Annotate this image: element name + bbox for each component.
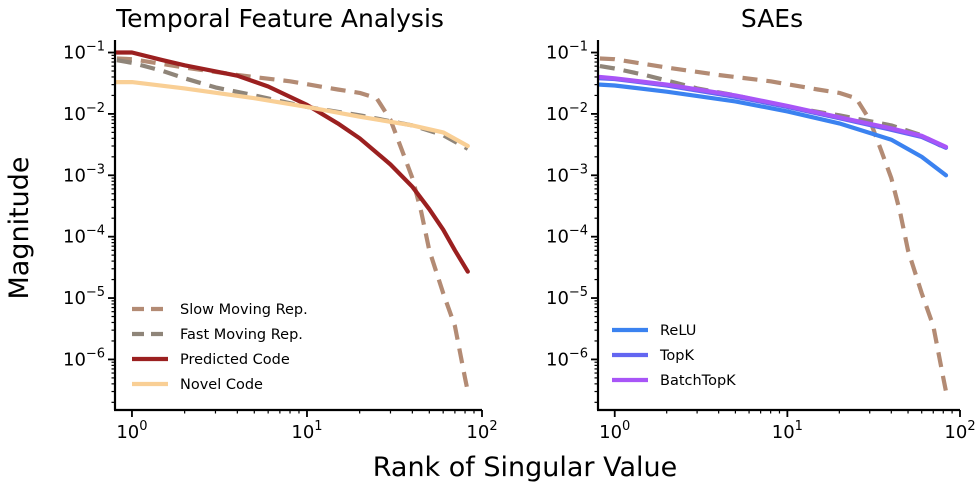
y-tick-label: 10−5 <box>63 285 105 309</box>
y-tick-label: 10−6 <box>546 346 588 370</box>
y-tick-label: 10−4 <box>63 224 105 248</box>
y-tick-exponent: −4 <box>86 224 105 239</box>
series-line-relu <box>597 82 949 178</box>
legend: ReLU TopK BatchTopK <box>612 323 736 389</box>
y-tick-label: 10−6 <box>63 346 105 370</box>
plot-area <box>597 56 949 392</box>
x-tick-exponent: 1 <box>314 419 322 434</box>
x-tick-label: 102 <box>466 419 497 443</box>
legend-label: BatchTopK <box>660 373 736 389</box>
chart-title: Temporal Feature Analysis <box>115 4 444 33</box>
y-axis-label: Magnitude <box>4 156 35 299</box>
legend-label: Predicted Code <box>180 352 290 368</box>
y-tick-exponent: −3 <box>569 162 588 177</box>
legend-label: ReLU <box>660 323 696 339</box>
x-tick-label: 102 <box>944 419 975 443</box>
series-line-fast-moving-rep <box>599 64 948 151</box>
legend-label: Novel Code <box>180 377 263 393</box>
x-tick-exponent: 1 <box>795 419 803 434</box>
x-tick-exponent: 2 <box>489 419 497 434</box>
y-tick-exponent: −1 <box>569 40 588 55</box>
y-tick-exponent: −6 <box>86 346 105 361</box>
legend-label: Slow Moving Rep. <box>180 302 308 318</box>
y-tick-exponent: −2 <box>86 101 105 116</box>
x-tick-exponent: 0 <box>139 419 147 434</box>
y-tick-label: 10−3 <box>63 162 105 186</box>
y-tick-exponent: −2 <box>569 101 588 116</box>
y-tick-exponent: −5 <box>569 285 588 300</box>
x-tick-exponent: 0 <box>622 419 630 434</box>
x-tick-exponent: 2 <box>967 419 975 434</box>
y-tick-exponent: −3 <box>86 162 105 177</box>
y-tick-label: 10−1 <box>63 40 105 64</box>
x-axis-label: Rank of Singular Value <box>373 452 678 483</box>
series-line-novel-code <box>114 80 470 149</box>
y-tick-exponent: −5 <box>86 285 105 300</box>
x-tick-label: 101 <box>772 419 803 443</box>
series-line-batchtopk <box>597 74 949 149</box>
legend-label: Fast Moving Rep. <box>180 327 303 343</box>
series-line-slow-moving-rep <box>599 56 949 392</box>
chart-title: SAEs <box>741 4 803 33</box>
y-tick-label: 10−4 <box>546 224 588 248</box>
y-tick-label: 10−3 <box>546 162 588 186</box>
plot-area <box>114 50 470 392</box>
y-tick-label: 10−2 <box>546 101 588 125</box>
axes <box>596 40 960 412</box>
axes <box>113 40 482 412</box>
panel-temporal-feature-analysis: Temporal Feature Analysis 100 101 10210−11… <box>63 4 498 443</box>
x-tick-label: 101 <box>291 419 322 443</box>
y-tick-exponent: −6 <box>569 346 588 361</box>
y-tick-label: 10−1 <box>546 40 588 64</box>
y-tick-label: 10−5 <box>546 285 588 309</box>
y-tick-label: 10−2 <box>63 101 105 125</box>
legend-label: TopK <box>659 348 694 364</box>
x-tick-label: 100 <box>116 419 147 443</box>
legend: Slow Moving Rep. Fast Moving Rep. Predicte… <box>132 302 308 393</box>
x-tick-label: 100 <box>599 419 630 443</box>
series-line-predicted-code <box>114 50 470 274</box>
y-tick-exponent: −4 <box>569 224 588 239</box>
y-tick-exponent: −1 <box>86 40 105 55</box>
